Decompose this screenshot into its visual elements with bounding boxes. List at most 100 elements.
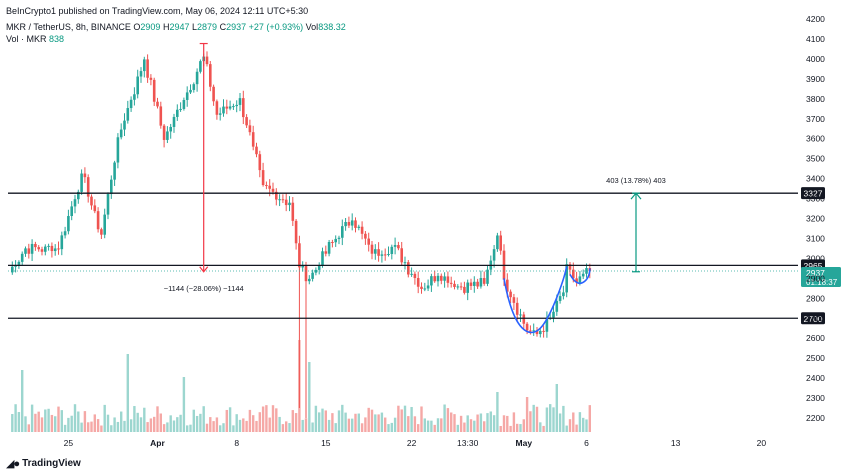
- tradingview-logo-icon: ◢●: [6, 458, 20, 470]
- volume-bar: [93, 414, 96, 432]
- candle-body: [11, 266, 14, 273]
- candle: [123, 113, 126, 136]
- candle: [90, 194, 93, 210]
- candle-body: [344, 222, 347, 227]
- measure-down-arrowhead: [199, 266, 209, 273]
- candle-body: [578, 276, 582, 283]
- volume-bar: [96, 419, 100, 432]
- candle: [430, 273, 433, 292]
- candle: [40, 246, 44, 256]
- candle-body: [308, 278, 311, 282]
- ohlc-legend: MKR / TetherUS, 8h, BINANCE O2909 H2947 …: [6, 22, 346, 33]
- candle-body: [294, 220, 298, 244]
- candle-body: [261, 170, 265, 186]
- candle-body: [291, 202, 295, 221]
- candle: [113, 160, 116, 186]
- volume-bar: [545, 407, 549, 432]
- candle: [463, 281, 466, 295]
- candle-body: [255, 146, 258, 155]
- candle-body: [562, 292, 565, 297]
- volume-bar: [558, 413, 562, 432]
- candle-body: [463, 286, 466, 293]
- volume-bar: [113, 417, 116, 432]
- volume-bar: [199, 413, 202, 432]
- volume-bar: [403, 405, 407, 432]
- candle: [403, 256, 407, 270]
- volume-bar: [232, 425, 235, 432]
- candle: [189, 84, 192, 95]
- volume-bar: [354, 413, 357, 432]
- candle: [248, 119, 252, 136]
- volume-series-label: Vol · MKR: [6, 34, 47, 44]
- candle-body: [525, 323, 529, 331]
- candle-body: [545, 317, 549, 332]
- volume-bar: [400, 409, 403, 432]
- candle-body: [364, 233, 367, 239]
- high-label: H: [162, 22, 170, 32]
- candle-body: [284, 199, 288, 206]
- candle: [416, 271, 420, 294]
- candle-body: [34, 243, 37, 248]
- close-label: C: [219, 22, 227, 32]
- candle: [532, 323, 535, 336]
- volume-bar: [568, 419, 572, 432]
- candle-body: [53, 248, 57, 252]
- candle: [347, 216, 351, 229]
- candle-body: [568, 264, 572, 270]
- volume-bar: [265, 405, 268, 432]
- time-tick-label: 25: [64, 438, 74, 448]
- change-value: +27 (+0.93%): [248, 22, 304, 32]
- tradingview-logo-text: TradingView: [22, 458, 81, 469]
- candle-body: [542, 330, 545, 332]
- candle: [176, 104, 179, 121]
- candle: [195, 68, 199, 92]
- candle-body: [242, 98, 245, 118]
- candle: [413, 271, 417, 285]
- candle-body: [24, 248, 27, 254]
- candle-body: [149, 77, 153, 80]
- candle-body: [265, 185, 268, 187]
- candle-body: [509, 291, 512, 298]
- volume-bar: [205, 423, 209, 432]
- time-tick-label: 22: [407, 438, 417, 448]
- volume-bar: [146, 422, 149, 432]
- candle: [126, 100, 130, 124]
- volume-bar: [512, 412, 516, 432]
- volume-bar: [17, 412, 21, 432]
- volume-bar: [390, 422, 393, 432]
- candle: [565, 258, 568, 298]
- volume-bar: [357, 413, 360, 432]
- candle-body: [506, 279, 509, 292]
- volume-bar: [301, 419, 304, 432]
- volume-bar: [242, 418, 245, 432]
- candle: [77, 189, 80, 204]
- candle-body: [486, 269, 489, 284]
- volume-bar: [532, 404, 535, 432]
- candle: [238, 93, 242, 112]
- candle: [17, 260, 21, 269]
- candle: [166, 126, 169, 144]
- volume-bar: [169, 415, 172, 432]
- candle-body: [281, 199, 285, 201]
- candle: [70, 201, 73, 221]
- tradingview-logo[interactable]: ◢● TradingView: [6, 457, 81, 470]
- candle-body: [275, 191, 278, 200]
- time-tick-label: 8: [234, 438, 239, 448]
- candle-body: [479, 278, 483, 287]
- candle-body: [40, 249, 44, 252]
- candle: [205, 51, 209, 67]
- volume-bar: [80, 422, 83, 432]
- candle-body: [225, 106, 229, 109]
- candle: [581, 269, 585, 280]
- candle: [367, 232, 370, 252]
- candle-body: [113, 162, 116, 180]
- level-tag-label: 3327: [804, 189, 823, 199]
- candle-body: [189, 89, 192, 93]
- candle: [308, 275, 311, 285]
- volume-bar: [83, 411, 87, 432]
- candle: [199, 59, 202, 74]
- volume-bar: [499, 425, 502, 432]
- volume-bar: [166, 422, 169, 432]
- candle: [568, 261, 572, 276]
